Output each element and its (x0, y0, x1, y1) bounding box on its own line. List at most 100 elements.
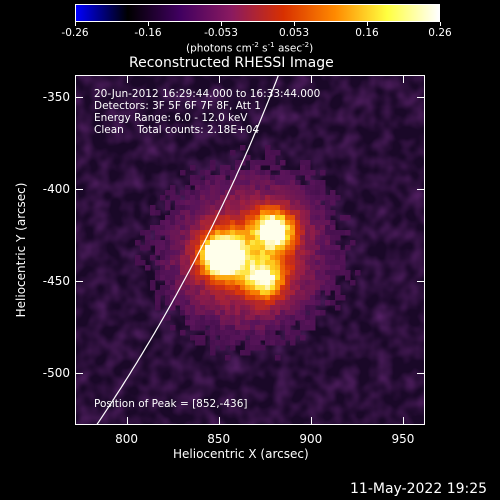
heatmap-cell (230, 210, 236, 216)
heatmap-cell (235, 320, 241, 326)
heatmap-cell (255, 170, 261, 176)
heatmap-cell (200, 250, 206, 256)
heatmap-cell (275, 190, 281, 196)
heatmap-cell (220, 320, 226, 326)
heatmap-cell (210, 290, 216, 296)
heatmap-cell (250, 210, 256, 216)
heatmap-cell (245, 245, 251, 251)
heatmap-cell (200, 225, 206, 231)
heatmap-cell (210, 265, 216, 271)
heatmap-cell (300, 165, 306, 171)
heatmap-cell (270, 185, 276, 191)
heatmap-cell (270, 295, 276, 301)
heatmap-cell (270, 340, 276, 346)
heatmap-cell (255, 320, 261, 326)
heatmap-cell (265, 230, 271, 236)
heatmap-cell (180, 310, 186, 316)
heatmap-cell (290, 285, 296, 291)
heatmap-cell (180, 295, 186, 301)
heatmap-cell (320, 195, 326, 201)
heatmap-cell (250, 280, 256, 286)
heatmap-cell (275, 280, 281, 286)
heatmap-cell (245, 275, 251, 281)
heatmap-cell (270, 175, 276, 181)
heatmap-cell (200, 325, 206, 331)
heatmap-cell (185, 285, 191, 291)
heatmap-cell (310, 235, 316, 241)
heatmap-cell (285, 245, 291, 251)
heatmap-cell (230, 240, 236, 246)
heatmap-cell (240, 200, 246, 206)
heatmap-cell (255, 245, 261, 251)
heatmap-cell (190, 175, 196, 181)
heatmap-cell (280, 310, 286, 316)
heatmap-cell (275, 270, 281, 276)
heatmap-cell (275, 320, 281, 326)
heatmap-cell (195, 300, 201, 306)
heatmap-cell (170, 305, 176, 311)
heatmap-cell (240, 225, 246, 231)
heatmap-cell (235, 290, 241, 296)
heatmap-cell (225, 235, 231, 241)
heatmap-cell (285, 230, 291, 236)
heatmap-cell (325, 245, 331, 251)
heatmap-cell (305, 210, 311, 216)
heatmap-cell (210, 250, 216, 256)
heatmap-cell (195, 325, 201, 331)
heatmap-cell (240, 300, 246, 306)
heatmap-cell (300, 185, 306, 191)
heatmap-cell (175, 255, 181, 261)
heatmap-cell (175, 230, 181, 236)
heatmap-cell (230, 290, 236, 296)
heatmap-cell (285, 185, 291, 191)
heatmap-cell (230, 315, 236, 321)
heatmap-cell (265, 215, 271, 221)
heatmap-cell (220, 240, 226, 246)
heatmap-cell (210, 330, 216, 336)
heatmap-cell (190, 270, 196, 276)
heatmap-cell (180, 265, 186, 271)
heatmap-cell (185, 295, 191, 301)
heatmap-cell (235, 275, 241, 281)
heatmap-cell (220, 165, 226, 171)
y-tick-mark (417, 373, 425, 375)
heatmap-cell (210, 160, 216, 166)
heatmap-cell (255, 290, 261, 296)
heatmap-cell (285, 270, 291, 276)
heatmap-cell (210, 200, 216, 206)
heatmap-cell (220, 265, 226, 271)
heatmap-cell (270, 190, 276, 196)
heatmap-cell (280, 295, 286, 301)
heatmap-cell (165, 225, 171, 231)
heatmap-cell (245, 220, 251, 226)
heatmap-cell (250, 335, 256, 341)
heatmap-cell (200, 235, 206, 241)
units-sup2: -1 (267, 41, 275, 49)
heatmap-cell (280, 315, 286, 321)
heatmap-cell (275, 300, 281, 306)
heatmap-cell (180, 275, 186, 281)
heatmap-cell (245, 315, 251, 321)
heatmap-cell (200, 320, 206, 326)
heatmap-cell (255, 165, 261, 171)
heatmap-cell (295, 305, 301, 311)
heatmap-cell (260, 160, 266, 166)
heatmap-cell (260, 185, 266, 191)
heatmap-cell (275, 180, 281, 186)
units-close: ) (309, 42, 314, 55)
heatmap-cell (235, 250, 241, 256)
heatmap-cell (215, 245, 221, 251)
heatmap-cell (230, 330, 236, 336)
heatmap-cell (300, 325, 306, 331)
heatmap-cell (210, 350, 216, 356)
heatmap-cell (250, 165, 256, 171)
heatmap-cell (155, 290, 161, 296)
heatmap-cell (235, 285, 241, 291)
heatmap-cell (335, 195, 341, 201)
heatmap-cell (295, 190, 301, 196)
heatmap-cell (260, 280, 266, 286)
x-tick-mark (218, 417, 220, 425)
heatmap-cell (235, 200, 241, 206)
heatmap-cell (320, 280, 326, 286)
heatmap-cell (220, 200, 226, 206)
